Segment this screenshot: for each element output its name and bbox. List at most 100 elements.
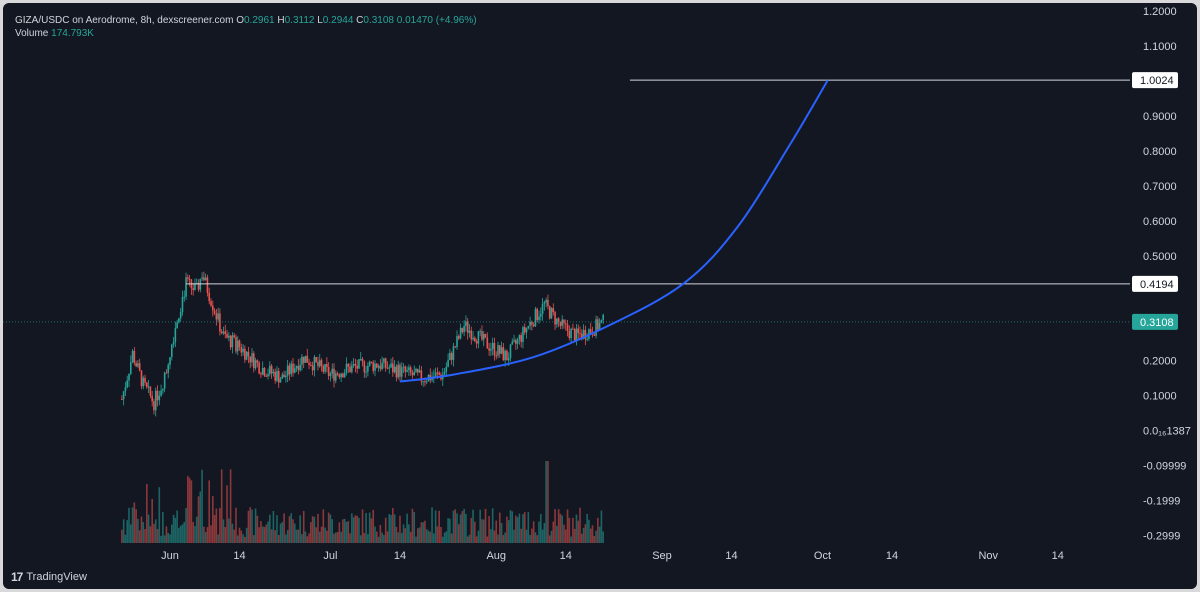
volume-bar xyxy=(383,534,385,543)
candle-body xyxy=(340,373,342,378)
volume-bar xyxy=(359,535,362,543)
candle-body xyxy=(422,381,424,383)
candle-body xyxy=(582,329,585,339)
volume-bar xyxy=(440,527,442,543)
candle-body xyxy=(534,308,537,327)
volume-bar xyxy=(144,529,146,543)
candle-body xyxy=(270,365,273,374)
volume-bar xyxy=(158,487,161,543)
candle-body xyxy=(147,386,150,388)
candle-body xyxy=(220,331,223,334)
volume-bar xyxy=(495,520,498,543)
volume-bar xyxy=(211,496,214,543)
volume-label[interactable]: Volume xyxy=(15,28,49,39)
candle-body xyxy=(532,324,535,327)
volume-bar xyxy=(213,515,216,543)
volume-bar xyxy=(368,512,371,543)
candle-body xyxy=(457,336,460,339)
volume-bar xyxy=(557,509,560,543)
candle-body xyxy=(231,335,234,348)
hline-price-label: 1.0024 xyxy=(1140,75,1174,87)
candle-body xyxy=(219,313,221,332)
volume-bar xyxy=(179,525,182,543)
candle-body xyxy=(584,329,587,340)
candle-body xyxy=(295,365,298,369)
volume-bar xyxy=(135,509,137,543)
volume-bar xyxy=(240,530,243,543)
volume-bar xyxy=(208,480,211,543)
x-tick-label: Nov xyxy=(978,550,998,562)
volume-bar xyxy=(286,530,289,543)
candle-body xyxy=(597,319,599,330)
tradingview-logo[interactable]: 17 TradingView xyxy=(11,570,87,584)
candle-body xyxy=(411,372,414,376)
candle-body xyxy=(509,344,512,359)
volume-bar xyxy=(506,516,508,543)
candle-body xyxy=(529,321,531,326)
candle-body xyxy=(351,365,353,373)
volume-bar xyxy=(479,509,481,543)
volume-bar xyxy=(520,528,522,543)
volume-bar xyxy=(329,514,332,543)
candle-body xyxy=(311,365,314,371)
candle-body xyxy=(481,331,483,340)
volume-bar xyxy=(433,533,435,543)
volume-bar xyxy=(301,534,303,543)
volume-bar xyxy=(545,461,547,543)
candle-body xyxy=(531,321,533,325)
volume-bar xyxy=(400,532,403,543)
volume-bar xyxy=(500,523,503,543)
volume-bar xyxy=(263,527,266,543)
volume-bar xyxy=(142,522,145,543)
candle-body xyxy=(470,330,473,340)
volume-bar xyxy=(183,522,186,543)
volume-bar xyxy=(561,515,563,543)
candle-body xyxy=(245,351,248,360)
volume-bar xyxy=(172,514,175,543)
candle-body xyxy=(162,388,164,391)
candle-body xyxy=(547,299,549,307)
volume-bar xyxy=(283,513,285,543)
volume-bar xyxy=(137,518,139,543)
symbol-title[interactable]: GIZA/USDC on Aerodrome, 8h, dexscreener.… xyxy=(15,15,234,26)
candle-body xyxy=(210,301,212,306)
candle-body xyxy=(292,363,294,373)
volume-bar xyxy=(222,519,225,543)
candle-body xyxy=(486,337,489,349)
volume-bar xyxy=(277,534,280,543)
volume-bar xyxy=(338,522,341,543)
volume-bar xyxy=(365,512,367,543)
volume-bar xyxy=(304,531,307,543)
candle-body xyxy=(236,340,239,352)
volume-bar xyxy=(436,526,439,543)
candle-body xyxy=(204,277,207,281)
volume-bar xyxy=(393,514,396,543)
volume-bar xyxy=(427,530,430,543)
volume-bar xyxy=(201,469,203,543)
candle-body xyxy=(539,314,542,317)
candle-body xyxy=(450,353,453,360)
candle-body xyxy=(381,362,383,369)
candle-body xyxy=(395,366,398,378)
candle-body xyxy=(572,328,574,330)
candle-body xyxy=(208,292,211,302)
volume-bar xyxy=(311,516,314,543)
volume-bar xyxy=(226,485,228,543)
candle-body xyxy=(349,366,351,373)
volume-bar xyxy=(254,508,257,543)
volume-bar xyxy=(162,512,164,543)
candle-body xyxy=(140,370,143,387)
volume-bar xyxy=(402,524,405,543)
chart-canvas[interactable]: 1.2000 1.1000 0.9000 0.8000 0.7000 0.6000 0.50… xyxy=(3,3,1197,589)
candle-body xyxy=(463,325,465,333)
candle-body xyxy=(459,327,462,339)
volume-bar xyxy=(392,507,394,543)
candle-body xyxy=(363,361,366,373)
volume-bar xyxy=(352,517,355,543)
volume-bar xyxy=(429,531,432,543)
candle-body xyxy=(564,323,567,325)
volume-bar xyxy=(431,507,433,543)
volume-bar xyxy=(124,534,127,543)
volume-bar xyxy=(416,528,419,543)
x-tick-label: 14 xyxy=(394,550,406,562)
